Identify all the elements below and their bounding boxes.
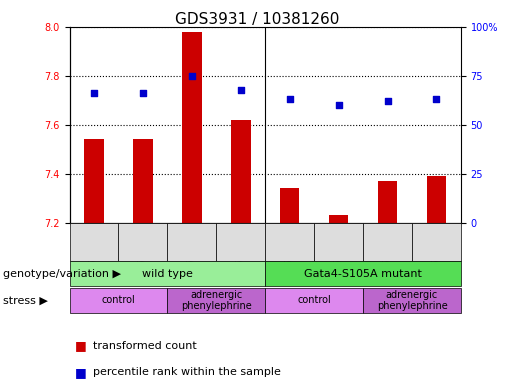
Point xyxy=(335,102,343,108)
Point xyxy=(383,98,391,104)
Text: Gata4-S105A mutant: Gata4-S105A mutant xyxy=(304,268,422,279)
Text: wild type: wild type xyxy=(142,268,193,279)
Bar xyxy=(377,181,398,223)
Text: GDS3931 / 10381260: GDS3931 / 10381260 xyxy=(175,12,340,26)
Point xyxy=(432,96,440,103)
Bar xyxy=(231,120,250,223)
Bar xyxy=(280,189,300,223)
Point xyxy=(236,86,245,93)
Text: stress ▶: stress ▶ xyxy=(3,295,47,306)
Text: percentile rank within the sample: percentile rank within the sample xyxy=(93,367,281,377)
Text: adrenergic
phenylephrine: adrenergic phenylephrine xyxy=(376,290,448,311)
Bar xyxy=(426,176,446,223)
Text: adrenergic
phenylephrine: adrenergic phenylephrine xyxy=(181,290,252,311)
Bar xyxy=(329,215,348,223)
Point xyxy=(139,90,147,96)
Text: ■: ■ xyxy=(75,339,87,352)
Point xyxy=(90,90,98,96)
Point xyxy=(285,96,294,103)
Bar xyxy=(182,32,202,223)
Text: ■: ■ xyxy=(75,366,87,379)
Text: control: control xyxy=(297,295,331,306)
Bar xyxy=(133,139,152,223)
Text: control: control xyxy=(101,295,135,306)
Text: genotype/variation ▶: genotype/variation ▶ xyxy=(3,268,121,279)
Bar xyxy=(84,139,104,223)
Text: transformed count: transformed count xyxy=(93,341,196,351)
Point xyxy=(187,73,196,79)
